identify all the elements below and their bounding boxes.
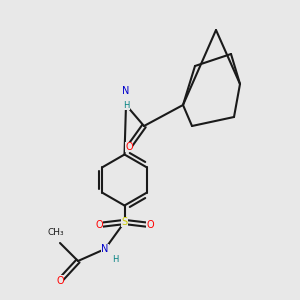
Text: CH₃: CH₃: [47, 228, 64, 237]
Text: N: N: [122, 86, 130, 97]
Text: N: N: [101, 244, 109, 254]
Text: O: O: [95, 220, 103, 230]
Text: O: O: [125, 142, 133, 152]
Text: H: H: [123, 100, 129, 109]
Text: H: H: [112, 255, 119, 264]
Text: S: S: [122, 217, 128, 227]
Text: O: O: [146, 220, 154, 230]
Text: O: O: [56, 275, 64, 286]
